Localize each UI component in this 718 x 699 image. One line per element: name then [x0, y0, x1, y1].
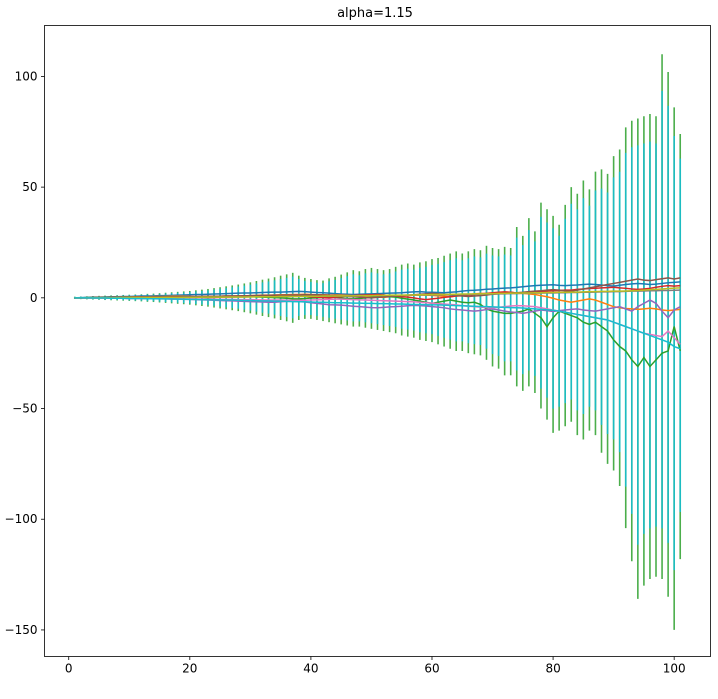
chart-title: alpha=1.15 [337, 6, 413, 21]
y-tick-label: 0 [30, 291, 38, 305]
x-tick-label: 20 [182, 662, 197, 676]
x-tick-label: 80 [545, 662, 560, 676]
x-tick-label: 100 [663, 662, 686, 676]
plot-area [73, 54, 682, 630]
series-line-1 [74, 281, 681, 299]
axes: 0 20 40 60 80 100 −150 −100 −50 0 50 100 [5, 69, 686, 675]
y-tick-label: −150 [5, 623, 38, 637]
plot-frame [44, 25, 711, 657]
y-tick-label: 50 [22, 180, 37, 194]
x-tick-label: 60 [424, 662, 439, 676]
x-tick-label: 40 [303, 662, 318, 676]
y-tick-label: 100 [15, 69, 38, 83]
series-line-10 [74, 297, 681, 350]
series-line-9 [74, 287, 681, 299]
x-tick-label: 0 [65, 662, 73, 676]
y-tick-label: −100 [5, 512, 38, 526]
y-tick-label: −50 [12, 402, 37, 416]
